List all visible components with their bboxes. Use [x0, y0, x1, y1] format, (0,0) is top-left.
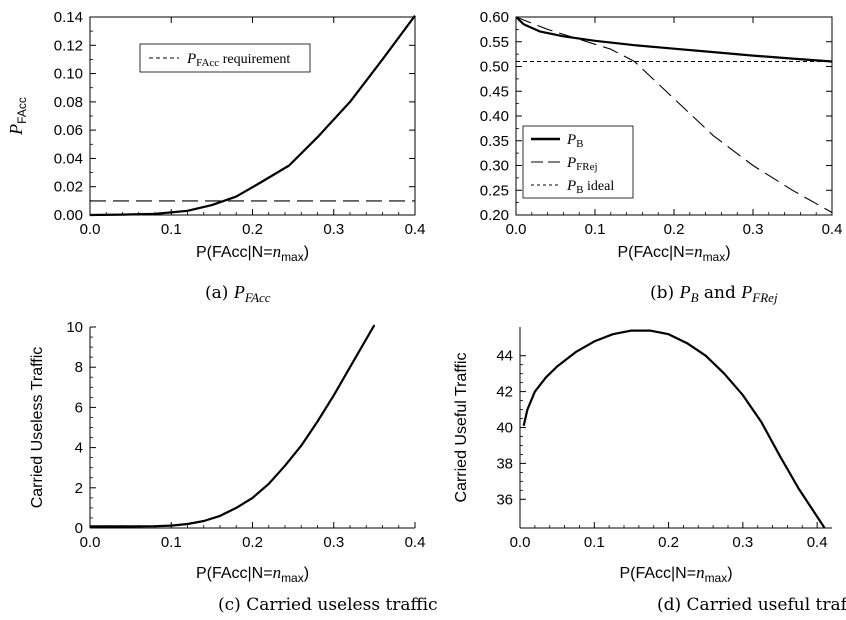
y-tick-label: 0.08	[54, 94, 83, 111]
legend-label: PFRej	[566, 155, 598, 173]
y-tick-label: 0.20	[480, 207, 509, 224]
y-tick-label: 0.40	[480, 108, 509, 125]
x-axis-label: P(FAcc|N=nmax)	[196, 563, 309, 585]
x-tick-label: 0.3	[323, 221, 344, 238]
series-line-p-frej	[515, 16, 833, 213]
y-tick-label: 0.14	[54, 9, 83, 26]
y-tick-label: 44	[496, 348, 513, 365]
chart-b: 0.0 0.1 0.2 0.3 0.4 0.20 0.25 0.30 0.35 0.40 0.45 0…	[480, 9, 843, 305]
y-tick-label: 40	[496, 420, 513, 437]
y-tick-label: 6	[75, 399, 83, 416]
y-tick-label: 0.04	[54, 150, 83, 167]
series-line-main	[89, 14, 416, 217]
y-tick-label: 0	[75, 520, 83, 537]
legend-label: PFAcc requirement	[186, 51, 290, 69]
x-tick-label: 0.3	[743, 221, 764, 238]
x-axis-label: P(FAcc|N=nmax)	[617, 242, 730, 264]
legend-box	[139, 43, 311, 73]
y-tick-label: 0.55	[480, 34, 509, 51]
x-tick-label: 0.4	[405, 221, 426, 238]
y-tick-label: 0.35	[480, 133, 509, 150]
y-tick-label: 0.02	[54, 179, 83, 196]
x-tick-label: 0.2	[242, 221, 263, 238]
y-tick-label: 0.45	[480, 83, 509, 100]
x-tick-label: 0.4	[405, 534, 426, 551]
series-line-main	[90, 324, 376, 528]
x-axis-label: P(FAcc|N=nmax)	[619, 563, 732, 585]
y-tick-label: 10	[66, 319, 83, 336]
legend-label: PB	[566, 132, 584, 150]
x-tick-label: 0.1	[161, 221, 182, 238]
chart-a: 0.0 0.1 0.2 0.3 0.4 0.00 0.02 0.04 0.06 0.08 0.10 0…	[6, 9, 425, 305]
x-tick-label: 0.1	[584, 534, 605, 551]
x-tick-label: 0.3	[732, 534, 753, 551]
x-tick-label: 0.1	[161, 534, 182, 551]
y-tick-label: 0.30	[480, 158, 509, 175]
chart-d: 0.0 0.1 0.2 0.3 0.4 36 38 40 42 44 P(FAcc|N=nmax) C…	[453, 327, 846, 615]
y-axis-label: Carried Useless Traffic	[29, 347, 46, 509]
y-tick-label: 0.06	[54, 122, 83, 139]
legend-label: PB ideal	[566, 178, 614, 196]
y-tick-label: 0.25	[480, 182, 509, 199]
x-tick-label: 0.0	[506, 221, 527, 238]
x-tick-label: 0.3	[323, 534, 344, 551]
x-tick-label: 0.4	[822, 221, 843, 238]
y-tick-label: 42	[496, 384, 513, 401]
y-tick-label: 2	[75, 480, 83, 497]
caption: (b) PB and PFRej	[650, 282, 778, 305]
y-tick-label: 8	[75, 359, 83, 376]
y-tick-label: 0.50	[480, 59, 509, 76]
x-tick-label: 0.4	[807, 534, 828, 551]
y-tick-label: 0.12	[54, 37, 83, 54]
caption: (a) PFAcc	[205, 282, 271, 305]
series-line-main	[522, 329, 826, 529]
x-axis-label: P(FAcc|N=nmax)	[196, 242, 309, 264]
x-tick-label: 0.2	[242, 534, 263, 551]
y-tick-label: 36	[496, 491, 513, 508]
y-axis-label: Carried Useful Traffic	[453, 353, 470, 503]
chart-c: 0.0 0.1 0.2 0.3 0.4 0 2 4 6 8 10 P(FAcc|N=nmax) Carr…	[29, 319, 438, 615]
y-axis-label: PFAcc	[6, 97, 29, 136]
legend: PB PFRej PB ideal	[522, 125, 634, 199]
x-tick-label: 0.2	[664, 221, 685, 238]
x-tick-label: 0.1	[585, 221, 606, 238]
y-tick-label: 0.00	[54, 207, 83, 224]
y-tick-label: 4	[75, 440, 83, 457]
caption: (d) Carried useful traffic	[657, 595, 846, 615]
x-tick-label: 0.0	[510, 534, 531, 551]
x-tick-label: 0.0	[80, 221, 101, 238]
y-tick-label: 0.60	[480, 9, 509, 26]
legend: PFAcc requirement	[139, 43, 311, 73]
caption: (c) Carried useless traffic	[218, 595, 438, 615]
x-tick-label: 0.2	[658, 534, 679, 551]
y-tick-label: 0.10	[54, 66, 83, 83]
x-tick-label: 0.0	[80, 534, 101, 551]
y-tick-label: 38	[496, 455, 513, 472]
series-line-p-b	[515, 16, 833, 63]
